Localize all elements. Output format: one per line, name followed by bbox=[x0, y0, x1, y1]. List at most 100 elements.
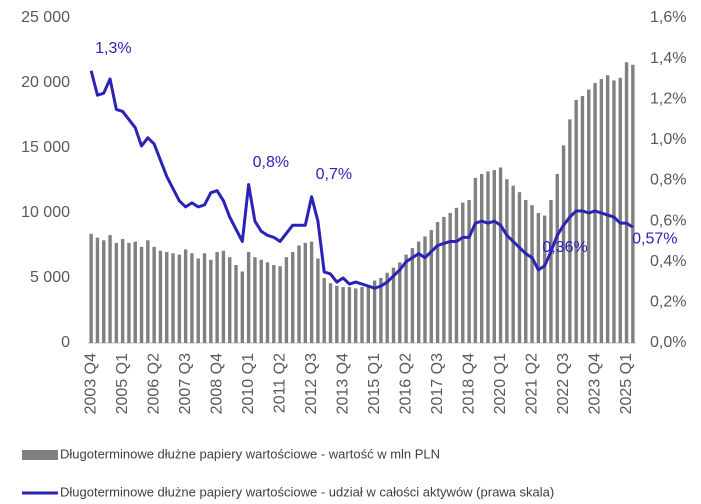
bar bbox=[278, 266, 282, 343]
bar bbox=[385, 272, 389, 343]
bar bbox=[171, 253, 175, 343]
bar bbox=[291, 252, 295, 343]
line bbox=[89, 70, 634, 290]
bar bbox=[555, 174, 559, 343]
bar bbox=[404, 254, 408, 343]
y2-tick-label: 1,4% bbox=[650, 50, 686, 67]
bar bbox=[473, 177, 478, 343]
y-tick-label: 10 000 bbox=[21, 204, 70, 221]
bar bbox=[442, 216, 446, 343]
bar bbox=[517, 192, 522, 343]
bar bbox=[127, 242, 131, 343]
bar bbox=[568, 119, 572, 344]
bar bbox=[536, 213, 541, 343]
bar bbox=[454, 207, 459, 343]
bar bbox=[265, 262, 270, 343]
bar bbox=[435, 222, 440, 343]
bar bbox=[416, 241, 421, 343]
y2-tick-label: 1,6% bbox=[650, 9, 686, 26]
x-tick-label: 2016 Q2 bbox=[397, 353, 414, 414]
bar bbox=[209, 259, 213, 343]
x-tick-label: 2015 Q1 bbox=[366, 353, 383, 414]
y2-tick-label: 1,2% bbox=[650, 90, 686, 107]
bar bbox=[341, 287, 345, 343]
bar bbox=[215, 252, 219, 343]
bar bbox=[177, 254, 182, 343]
bar bbox=[574, 99, 578, 344]
bar bbox=[221, 250, 226, 343]
bar bbox=[593, 83, 597, 343]
bar bbox=[303, 242, 308, 343]
bar bbox=[146, 240, 150, 343]
x-tick-label: 2023 Q4 bbox=[586, 353, 603, 414]
x-tick-label: 2005 Q1 bbox=[114, 353, 131, 414]
bar bbox=[631, 64, 635, 344]
x-tick-label: 2018 Q4 bbox=[460, 353, 477, 414]
x-tick-label: 2011 Q2 bbox=[271, 353, 288, 413]
bar bbox=[202, 253, 207, 343]
bar bbox=[114, 242, 119, 343]
bar bbox=[448, 213, 452, 343]
bar bbox=[398, 262, 402, 343]
bar bbox=[165, 252, 169, 343]
data-label: 0,57% bbox=[632, 230, 677, 247]
bar bbox=[89, 233, 93, 343]
x-tick-label: 2013 Q4 bbox=[334, 353, 351, 414]
bar bbox=[284, 257, 289, 343]
bar bbox=[492, 170, 496, 343]
bar bbox=[486, 171, 490, 343]
data-label: 1,3% bbox=[95, 40, 131, 57]
y2-tick-label: 0,8% bbox=[650, 172, 686, 189]
bar bbox=[102, 240, 106, 343]
bar bbox=[240, 271, 245, 343]
x-tick-label: 2021 Q2 bbox=[523, 353, 540, 414]
bar bbox=[297, 245, 301, 343]
bar bbox=[328, 283, 333, 343]
bar bbox=[196, 258, 200, 343]
bar bbox=[120, 239, 125, 343]
bar bbox=[139, 246, 144, 343]
bar bbox=[580, 96, 585, 343]
y2-tick-label: 0,4% bbox=[650, 253, 686, 270]
bar bbox=[498, 167, 503, 343]
x-tick-label: 2012 Q3 bbox=[303, 353, 320, 414]
y-tick-label: 15 000 bbox=[21, 139, 70, 156]
bar bbox=[366, 285, 370, 343]
bar bbox=[158, 250, 163, 343]
bar bbox=[316, 258, 320, 343]
x-tick-label: 2007 Q3 bbox=[177, 353, 194, 414]
bar bbox=[505, 179, 509, 343]
bar bbox=[246, 252, 251, 343]
x-tick-label: 2003 Q4 bbox=[82, 353, 99, 414]
y-tick-label: 0 bbox=[61, 334, 70, 351]
x-tick-label: 2022 Q3 bbox=[555, 353, 572, 414]
bar bbox=[612, 80, 616, 344]
bar bbox=[511, 185, 515, 343]
legend-label: Długoterminowe dłużne papiery wartościow… bbox=[60, 484, 554, 499]
bar bbox=[183, 249, 188, 343]
x-tick-label: 2020 Q1 bbox=[492, 353, 509, 414]
bar bbox=[587, 89, 591, 343]
bar bbox=[467, 200, 471, 343]
bar bbox=[561, 145, 566, 343]
bar bbox=[423, 236, 427, 343]
y-tick-label: 5 000 bbox=[30, 269, 70, 286]
bar bbox=[335, 285, 339, 343]
bar bbox=[479, 174, 484, 343]
y2-tick-label: 0,2% bbox=[650, 294, 686, 311]
bar bbox=[530, 205, 534, 343]
x-tick-label: 2025 Q1 bbox=[618, 353, 635, 414]
bar bbox=[190, 253, 194, 343]
x-tick-label: 2010 Q1 bbox=[240, 353, 257, 414]
bar bbox=[322, 278, 326, 343]
bar bbox=[309, 241, 314, 343]
y2-tick-label: 1,0% bbox=[650, 131, 686, 148]
bar bbox=[524, 200, 528, 343]
bar bbox=[360, 287, 364, 343]
x-tick-label: 2006 Q2 bbox=[145, 353, 162, 414]
bar bbox=[253, 257, 257, 343]
legend-swatch bbox=[22, 450, 58, 460]
bar bbox=[372, 280, 377, 343]
bar bbox=[152, 246, 156, 343]
